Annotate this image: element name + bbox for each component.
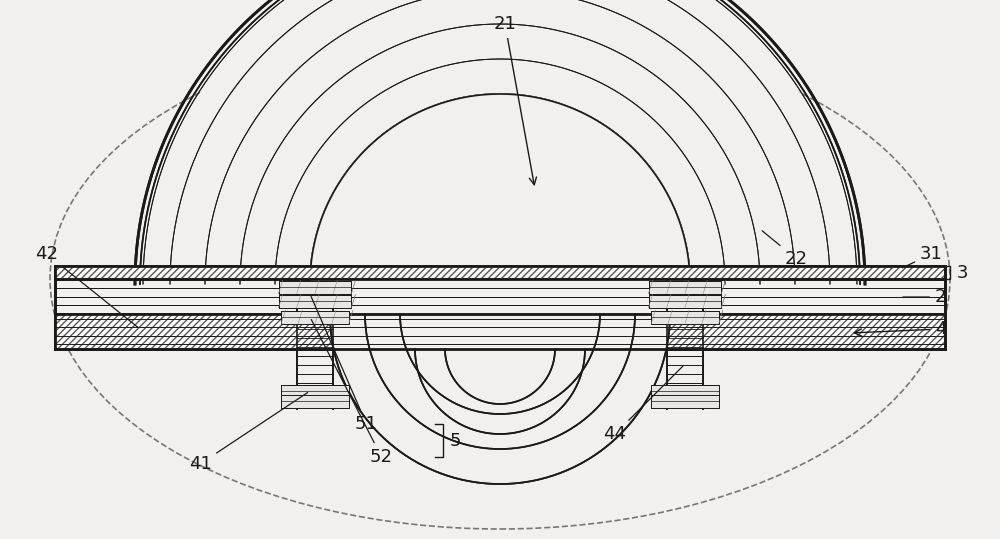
Bar	[651, 310, 719, 323]
Bar	[651, 384, 719, 397]
Text: 2: 2	[903, 288, 946, 306]
Bar	[279, 280, 351, 294]
Bar	[55, 314, 945, 349]
Bar	[651, 395, 719, 407]
Bar	[651, 310, 719, 323]
Bar	[649, 280, 721, 294]
Polygon shape	[145, 0, 855, 284]
Bar	[279, 294, 351, 308]
Text: 42: 42	[35, 245, 138, 327]
Bar	[281, 395, 349, 407]
Bar	[55, 266, 945, 279]
Bar	[281, 384, 349, 397]
Bar	[279, 280, 351, 294]
Bar	[279, 294, 351, 308]
Bar	[281, 310, 349, 323]
Text: 21: 21	[494, 15, 536, 185]
Bar	[55, 314, 945, 349]
Bar	[649, 294, 721, 308]
Bar	[281, 384, 349, 397]
Bar	[281, 395, 349, 407]
Bar	[55, 266, 945, 279]
Bar	[651, 384, 719, 397]
Bar	[55, 266, 945, 279]
Text: 22: 22	[762, 231, 808, 268]
Bar	[281, 310, 349, 323]
Bar	[55, 266, 945, 279]
Bar	[651, 395, 719, 407]
Text: 51: 51	[311, 296, 378, 433]
Text: 4: 4	[854, 320, 946, 338]
Bar	[649, 294, 721, 308]
Bar	[55, 314, 945, 349]
Text: 52: 52	[311, 320, 393, 466]
Text: 41: 41	[189, 392, 308, 473]
Text: 31: 31	[903, 245, 943, 268]
Polygon shape	[310, 94, 690, 284]
Text: 3: 3	[957, 264, 968, 281]
Polygon shape	[330, 314, 670, 484]
Bar	[649, 280, 721, 294]
Bar	[55, 314, 945, 349]
Text: 5: 5	[450, 432, 462, 450]
Text: 44: 44	[604, 366, 683, 443]
